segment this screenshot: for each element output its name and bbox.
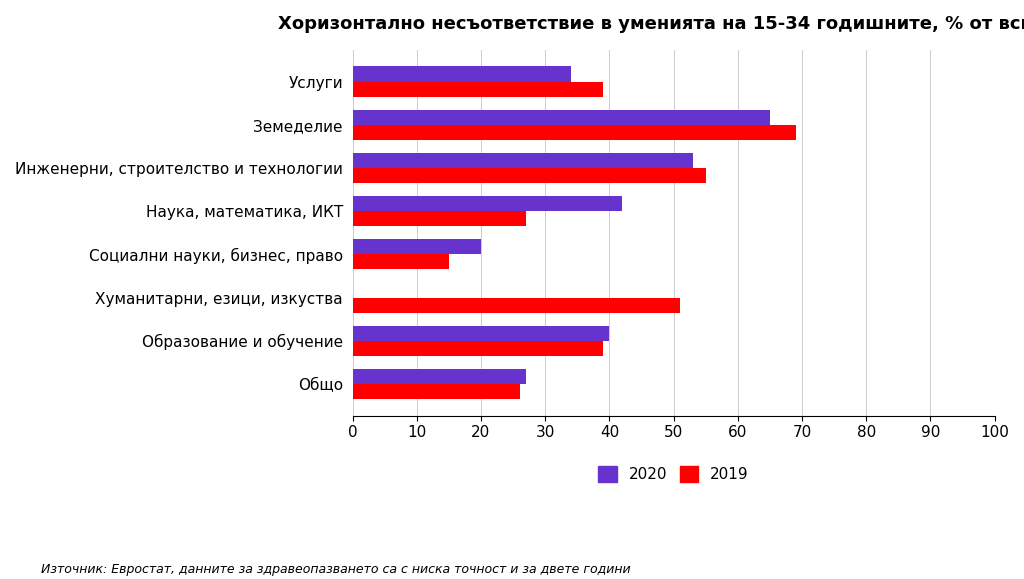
- Bar: [352, 153, 693, 168]
- Legend: 2020, 2019: 2020, 2019: [592, 460, 755, 489]
- Bar: [352, 239, 481, 254]
- Bar: [352, 124, 796, 140]
- Bar: [352, 82, 603, 97]
- Title: Хоризонтално несъответствие в уменията на 15-34 годишните, % от всички: Хоризонтално несъответствие в уменията н…: [278, 15, 1024, 33]
- Text: Източник: Евростат, данните за здравеопазването са с ниска точност и за двете го: Източник: Евростат, данните за здравеопа…: [41, 563, 631, 576]
- Bar: [352, 196, 623, 211]
- Bar: [352, 298, 680, 313]
- Bar: [352, 254, 449, 269]
- Bar: [352, 325, 609, 340]
- Bar: [352, 384, 519, 399]
- Bar: [352, 109, 770, 124]
- Bar: [352, 168, 706, 183]
- Bar: [352, 369, 526, 384]
- Bar: [352, 67, 570, 82]
- Bar: [352, 340, 603, 356]
- Bar: [352, 211, 526, 226]
